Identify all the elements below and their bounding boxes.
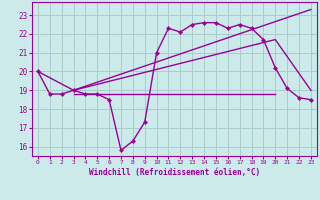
X-axis label: Windchill (Refroidissement éolien,°C): Windchill (Refroidissement éolien,°C) — [89, 168, 260, 177]
